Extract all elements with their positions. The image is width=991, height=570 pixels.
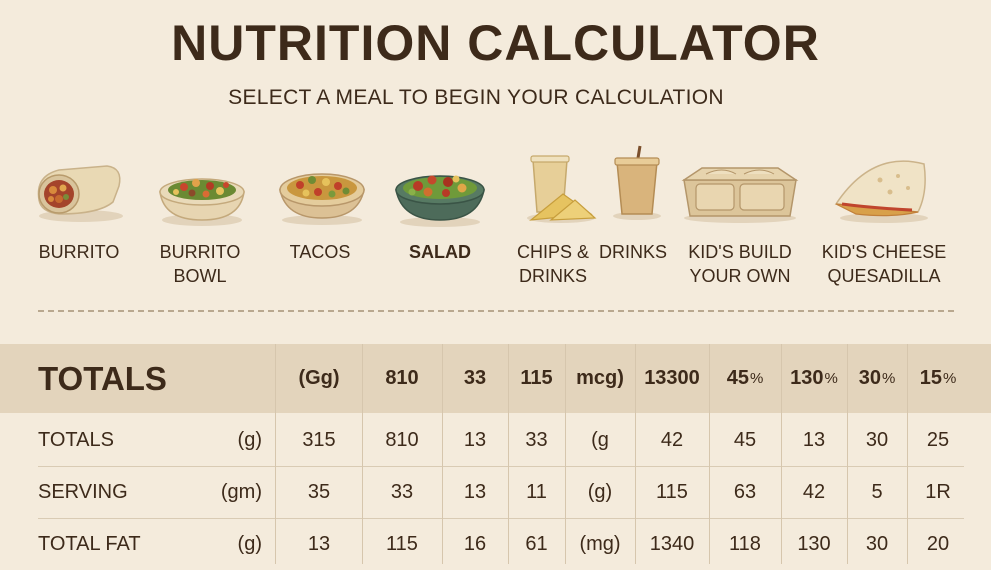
pct-value: 30 xyxy=(858,367,881,389)
table-cell: 30 xyxy=(865,532,889,555)
row-divider xyxy=(38,518,964,519)
pct-sign: % xyxy=(749,370,764,387)
pct-sign: % xyxy=(942,370,957,387)
row-divider xyxy=(38,466,964,467)
pct-sign: % xyxy=(824,370,838,387)
meal-label: DRINKS xyxy=(598,242,667,262)
table-cell: 42 xyxy=(802,480,826,503)
meal-label: KID'S CHEESE xyxy=(821,242,947,262)
table-cell: 61 xyxy=(525,532,548,555)
table-cell: 45 xyxy=(733,428,757,451)
column-divider xyxy=(781,344,782,564)
pct-value: 130 xyxy=(790,367,824,389)
column-divider xyxy=(508,344,509,564)
table-cell: 115 xyxy=(656,480,688,503)
table-cell: 33 xyxy=(525,428,548,451)
table-cell: 315 xyxy=(302,428,336,451)
header-cell: 115 xyxy=(520,367,553,389)
page-title: NUTRITION CALCULATOR xyxy=(171,15,820,71)
totals-heading: TOTALS xyxy=(38,359,167,397)
table-header-row: TOTALS (Gg) 810 33 115 mcg) 13300 45% 13… xyxy=(0,344,991,413)
table-cell: (g xyxy=(591,428,609,451)
meal-label-line2: YOUR OWN xyxy=(689,266,791,286)
page-subtitle: SELECT A MEAL TO BEGIN YOUR CALCULATION xyxy=(228,86,724,109)
table-cell: 810 xyxy=(385,428,419,451)
table-cell: 20 xyxy=(926,532,950,555)
column-divider xyxy=(565,344,566,564)
kids-tray-icon xyxy=(670,150,810,228)
header-cell-pct: 45% xyxy=(709,344,781,413)
row-label: TOTALS xyxy=(38,428,114,451)
table-row-total-fat: TOTAL FAT (g) 13 115 16 61 (mg) 1340 118… xyxy=(0,518,991,570)
table-cell: 63 xyxy=(733,480,757,503)
table-cell: 13 xyxy=(802,428,826,451)
table-cell: 11 xyxy=(526,480,547,503)
table-cell: 115 xyxy=(386,532,418,555)
nutrition-table: TOTALS (Gg) 810 33 115 mcg) 13300 45% 13… xyxy=(0,344,991,564)
burrito-icon xyxy=(9,150,149,228)
meal-label: BURRITO xyxy=(159,242,241,262)
column-divider xyxy=(709,344,710,564)
section-divider xyxy=(38,310,954,312)
table-cell: 16 xyxy=(463,532,487,555)
header-cell-pct: 15% xyxy=(907,344,969,413)
meal-label: CHIPS & xyxy=(516,242,590,262)
column-divider xyxy=(847,344,848,564)
pct-value: 15 xyxy=(919,367,942,389)
meal-label-line2: BOWL xyxy=(173,266,227,286)
meal-label: KID'S BUILD xyxy=(688,242,792,262)
quesadilla-icon xyxy=(814,150,954,228)
header-cell: 13300 xyxy=(644,367,700,389)
table-cell: 33 xyxy=(390,480,414,503)
tacos-icon xyxy=(250,150,390,228)
table-cell: 35 xyxy=(307,480,331,503)
table-cell: 30 xyxy=(865,428,889,451)
table-cell: (mg) xyxy=(579,532,621,555)
table-cell: (g) xyxy=(587,480,613,503)
table-cell: 1R xyxy=(925,480,951,503)
meal-label-line2: DRINKS xyxy=(518,266,587,286)
table-cell: 5 xyxy=(871,480,883,503)
table-row-serving: SERVING (gm) 35 33 13 11 (g) 115 63 42 5… xyxy=(0,466,991,518)
table-cell: 1340 xyxy=(649,532,695,555)
column-divider xyxy=(442,344,443,564)
column-divider xyxy=(635,344,636,564)
meal-label: TACOS xyxy=(289,242,351,262)
header-cell-pct: 30% xyxy=(847,344,907,413)
chips-and-drink-icon xyxy=(483,150,623,228)
column-divider xyxy=(362,344,363,564)
row-label: SERVING xyxy=(38,480,128,503)
salad-icon xyxy=(370,150,510,228)
meal-label: SALAD xyxy=(409,242,471,262)
row-unit: (gm) xyxy=(220,480,262,503)
table-cell: 13 xyxy=(463,428,487,451)
header-cell: 810 xyxy=(385,367,419,389)
table-cell: 118 xyxy=(729,532,761,555)
table-cell: 42 xyxy=(660,428,684,451)
pct-value: 45 xyxy=(726,367,749,389)
meal-label: BURRITO xyxy=(38,242,120,262)
pct-sign: % xyxy=(881,370,896,387)
row-unit: (g) xyxy=(237,428,262,451)
column-divider xyxy=(907,344,908,564)
table-row-totals: TOTALS (g) 315 810 13 33 (g 42 45 13 30 … xyxy=(0,414,991,466)
header-cell: mcg) xyxy=(576,367,624,389)
drink-cup-icon xyxy=(563,145,703,228)
column-divider xyxy=(275,344,276,564)
table-cell: 13 xyxy=(463,480,487,503)
meal-label-line2: QUESADILLA xyxy=(827,266,941,286)
table-cell: 25 xyxy=(926,428,950,451)
burrito-bowl-icon xyxy=(130,150,270,228)
row-label: TOTAL FAT xyxy=(38,532,141,555)
row-unit: (g) xyxy=(237,532,262,555)
header-cell: (Gg) xyxy=(298,367,340,389)
table-cell: 130 xyxy=(797,532,831,555)
table-cell: 13 xyxy=(307,532,331,555)
header-cell-pct: 130% xyxy=(781,344,847,413)
header-cell: 33 xyxy=(463,367,487,389)
